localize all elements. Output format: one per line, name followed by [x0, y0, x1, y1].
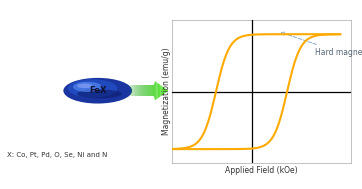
Polygon shape [154, 81, 155, 100]
Polygon shape [132, 85, 134, 96]
Ellipse shape [73, 82, 102, 92]
Polygon shape [134, 85, 135, 96]
Text: X: Co, Pt, Pd, O, Se, Ni and N: X: Co, Pt, Pd, O, Se, Ni and N [7, 152, 108, 158]
Polygon shape [152, 85, 154, 96]
Polygon shape [140, 85, 142, 96]
Polygon shape [146, 85, 147, 96]
Polygon shape [163, 87, 164, 94]
Polygon shape [164, 88, 166, 94]
Polygon shape [166, 89, 167, 93]
X-axis label: Applied Field (kOe): Applied Field (kOe) [225, 166, 298, 175]
Polygon shape [158, 83, 159, 98]
Polygon shape [148, 85, 150, 96]
Polygon shape [160, 85, 162, 96]
Polygon shape [138, 85, 139, 96]
Polygon shape [136, 85, 138, 96]
Text: FeX: FeX [89, 86, 106, 95]
Ellipse shape [77, 84, 92, 88]
Polygon shape [150, 85, 151, 96]
Polygon shape [155, 81, 156, 100]
Polygon shape [162, 86, 163, 95]
Polygon shape [139, 85, 140, 96]
Polygon shape [144, 85, 146, 96]
Polygon shape [142, 85, 143, 96]
Y-axis label: Magnetization (emu/g): Magnetization (emu/g) [161, 48, 171, 136]
Polygon shape [151, 85, 152, 96]
Polygon shape [130, 85, 131, 96]
Polygon shape [156, 82, 158, 99]
Polygon shape [147, 85, 148, 96]
Polygon shape [167, 90, 168, 92]
Polygon shape [135, 85, 136, 96]
Text: Hard magnet: Hard magnet [281, 32, 362, 57]
Ellipse shape [63, 78, 132, 104]
Polygon shape [143, 85, 144, 96]
Ellipse shape [68, 79, 117, 98]
Polygon shape [159, 84, 160, 97]
Polygon shape [131, 85, 132, 96]
Ellipse shape [77, 89, 122, 98]
